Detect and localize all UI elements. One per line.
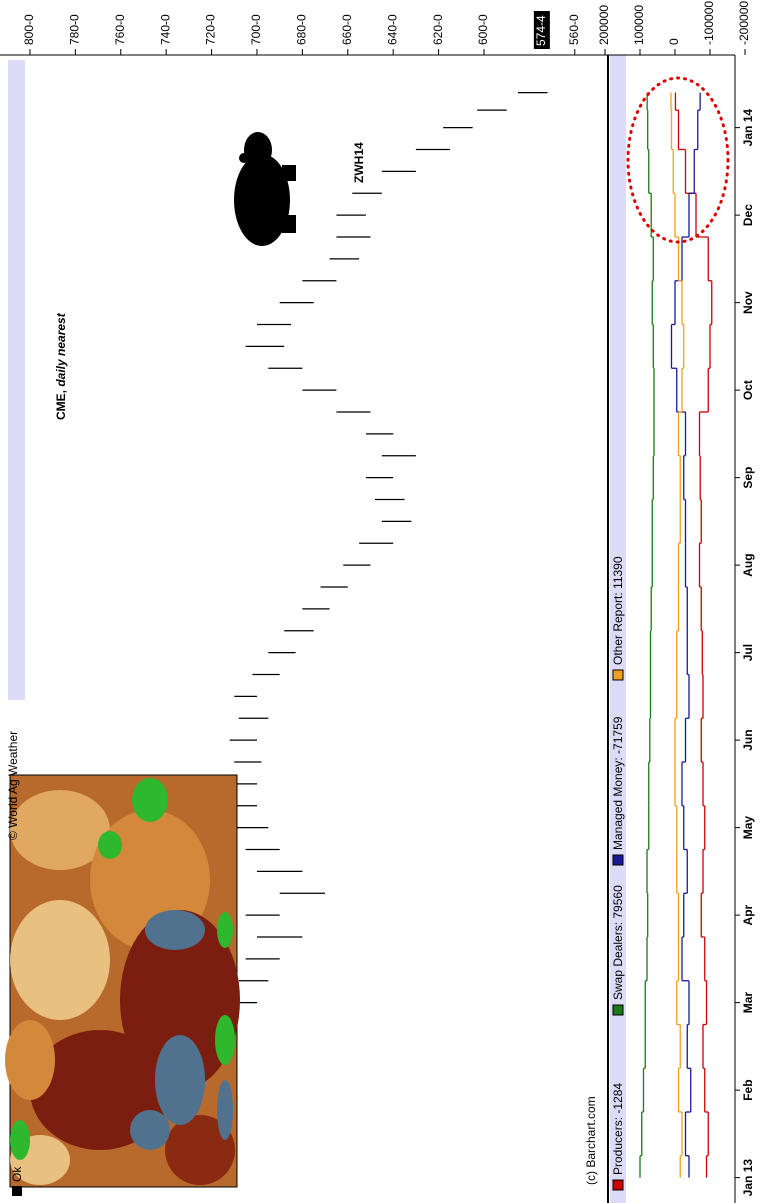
x-tick-label: Mar [741,992,755,1014]
y-tick-label: 560-0 [567,14,581,45]
legend-label: Ok [10,1166,24,1182]
y-tick-label: 720-0 [204,14,218,45]
y-tick-label: 200000 [597,5,611,45]
legend-swatch [612,1004,624,1016]
y-tick-label: 600-0 [476,14,490,45]
bear-leg [282,165,296,181]
map-lake [145,910,205,950]
legend-label: Other Report: 11390 [611,556,625,665]
highlight-ellipse [626,76,730,244]
legend-swatch [12,1186,22,1196]
x-tick-label: Nov [741,291,755,314]
header-strip [8,60,25,700]
legend-swatch [612,1179,624,1191]
map-green [215,1015,235,1065]
x-tick-label: Sep [741,467,755,489]
y-tick-label: 700-0 [249,14,263,45]
x-tick-label: Apr [741,904,755,925]
x-tick-label: Feb [741,1079,755,1100]
map-region [10,900,110,1020]
x-tick-label: Jan 13 [741,1159,755,1197]
map-green [132,778,168,822]
map-region [10,790,110,870]
map-lake [217,1080,233,1140]
source: (c) Barchart.com [584,1096,598,1185]
map-credit: © World Ag Weather [6,731,20,840]
map-lake [130,1110,170,1150]
x-tick-label: Jul [741,644,755,661]
x-tick-label: Aug [741,553,755,576]
last-value-label: 574-4 [534,15,548,46]
y-tick-label: 100000 [632,5,646,45]
legend-label: Managed Money: -71759 [611,716,625,850]
y-tick-label: 640-0 [385,14,399,45]
legend-label: Producers: -1284 [611,1083,625,1175]
map-region [5,1020,55,1100]
map-region [120,910,240,1090]
legend-strip [610,55,626,1203]
chart-title: CME, daily nearest [54,312,68,420]
map-region [165,1115,235,1185]
y-tick-label: 760-0 [113,14,127,45]
y-tick-label: 620-0 [431,14,445,45]
map-green [98,831,122,859]
x-tick-label: Jun [741,729,755,750]
annotation: ZWH14 [352,142,366,183]
legend-swatch [612,669,624,681]
y-tick-label: -100000 [702,1,716,45]
y-tick-label: 0 [667,38,681,45]
legend-label: Swap Dealers: 79560 [611,885,625,1000]
map-lake [155,1035,205,1125]
map-green [217,912,233,948]
x-tick-label: May [741,816,755,840]
y-tick-label: 800-0 [22,14,36,45]
map-green [10,1120,30,1160]
bear-head [244,132,272,168]
legend-swatch [612,854,624,866]
x-tick-label: Oct [741,380,755,400]
y-tick-label: 780-0 [68,14,82,45]
bear-leg [282,215,296,233]
x-tick-label: Jan 14 [741,109,755,147]
y-tick-label: 740-0 [158,14,172,45]
bear-icon [234,132,296,246]
title: CME, [54,390,68,420]
subtitle: daily nearest [54,312,68,386]
bear-body [234,154,290,246]
y-tick-label: 660-0 [340,14,354,45]
y-tick-label: 680-0 [295,14,309,45]
y-tick-label: -200000 [737,1,751,45]
last-value-box [533,11,550,49]
x-tick-label: Dec [741,204,755,226]
map-inset: © World Ag Weather [5,731,240,1188]
bear-ear [239,153,249,163]
